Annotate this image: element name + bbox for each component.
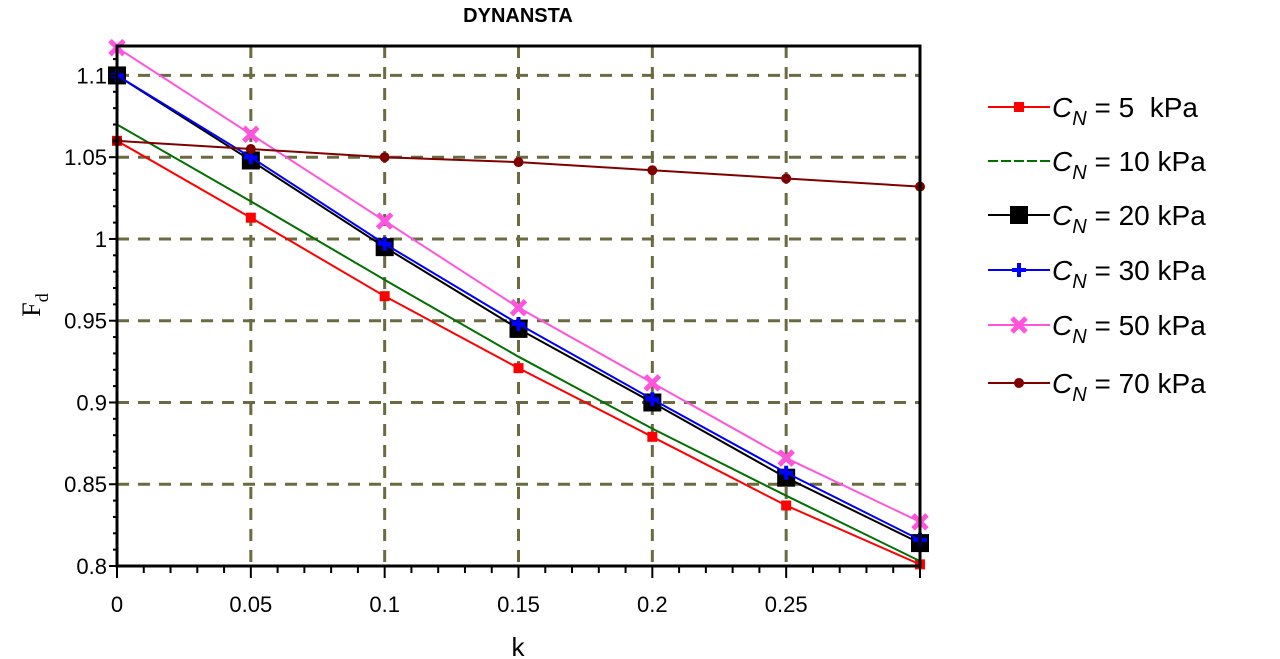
legend-label: CN = 10 kPa bbox=[1052, 146, 1206, 184]
marker-plus bbox=[1012, 263, 1026, 277]
legend-label-rest: = 70 kPa bbox=[1087, 368, 1207, 399]
x-tick-label: 0.05 bbox=[229, 592, 272, 617]
marker-circle bbox=[1014, 378, 1024, 388]
legend-label-rest: = 20 kPa bbox=[1087, 200, 1207, 231]
series-10kpa bbox=[116, 123, 921, 562]
legend-label-c: C bbox=[1052, 310, 1073, 341]
x-axis-label: k bbox=[512, 632, 526, 659]
marker-circle bbox=[781, 173, 792, 184]
legend-item: CN = 20 kPa bbox=[988, 200, 1206, 238]
y-axis-label-main: F bbox=[17, 302, 46, 316]
legend-label-rest: = 10 kPa bbox=[1087, 146, 1207, 177]
marker-plus bbox=[511, 316, 526, 331]
marker-square bbox=[647, 431, 658, 442]
legend-label-sub: N bbox=[1072, 162, 1087, 184]
y-tick-label: 0.95 bbox=[64, 309, 107, 334]
marker-x bbox=[509, 298, 528, 317]
legend-item: CN = 10 kPa bbox=[988, 146, 1206, 184]
legend-label: CN = 5 kPa bbox=[1052, 92, 1198, 130]
marker-x bbox=[777, 449, 795, 467]
legend-label: CN = 20 kPa bbox=[1052, 200, 1206, 238]
x-tick-label: 0.25 bbox=[765, 592, 808, 617]
marker-plus bbox=[645, 392, 660, 407]
legend-label-c: C bbox=[1052, 92, 1073, 123]
marker-square bbox=[781, 500, 792, 511]
svg-text:Fd: Fd bbox=[17, 293, 52, 316]
legend-label: CN = 70 kPa bbox=[1052, 368, 1206, 406]
x-tick-label: 0.1 bbox=[369, 592, 400, 617]
legend-label-sub: N bbox=[1072, 271, 1087, 293]
y-tick-label: 1.05 bbox=[64, 145, 107, 170]
marker-x bbox=[643, 374, 662, 392]
legend-label-sub: N bbox=[1072, 326, 1087, 348]
y-tick-label: 0.8 bbox=[76, 554, 107, 579]
marker-x bbox=[1010, 316, 1028, 334]
marker-plus bbox=[377, 236, 392, 251]
marker-circle bbox=[379, 152, 390, 163]
marker-plus bbox=[779, 465, 794, 480]
legend-item: CN = 70 kPa bbox=[988, 368, 1206, 406]
marker-circle bbox=[513, 157, 524, 168]
y-tick-label: 1 bbox=[95, 227, 107, 252]
legend-label-c: C bbox=[1052, 368, 1073, 399]
chart-title: DYNANSTA bbox=[463, 5, 573, 27]
y-axis-label: Fd bbox=[17, 293, 52, 316]
legend-label-c: C bbox=[1052, 255, 1073, 286]
legend-item: CN = 5 kPa bbox=[988, 92, 1198, 130]
y-tick-label: 0.9 bbox=[76, 390, 107, 415]
legend-item: CN = 30 kPa bbox=[988, 255, 1206, 293]
marker-square bbox=[379, 291, 390, 302]
series-70kpa bbox=[112, 135, 925, 192]
axes: 0 0.05 0.1 0.15 0.2 0.25 0.8 0.85 0.9 0.95 1 1.05 1.… bbox=[64, 58, 921, 617]
series-line bbox=[116, 123, 921, 562]
legend-item: CN = 50 kPa bbox=[988, 310, 1206, 348]
marker-x bbox=[375, 212, 394, 230]
marker-x bbox=[242, 125, 260, 144]
marker-square bbox=[245, 212, 256, 223]
marker-square bbox=[1010, 206, 1028, 224]
x-tick-label: 0.2 bbox=[637, 592, 668, 617]
marker-square bbox=[1014, 102, 1024, 112]
marker-square bbox=[513, 363, 524, 374]
legend-label-sub: N bbox=[1072, 108, 1087, 130]
y-tick-label: 0.85 bbox=[64, 472, 107, 497]
marker-circle bbox=[647, 165, 658, 176]
x-tick-label: 0.15 bbox=[497, 592, 540, 617]
legend-label: CN = 30 kPa bbox=[1052, 255, 1206, 293]
legend-label-sub: N bbox=[1072, 216, 1087, 238]
legend-label-c: C bbox=[1052, 146, 1073, 177]
y-tick-label: 1.1 bbox=[76, 63, 107, 88]
x-tick-label: 0 bbox=[111, 592, 123, 617]
y-axis-label-sub: d bbox=[32, 293, 52, 302]
legend-label-c: C bbox=[1052, 200, 1073, 231]
legend-label-sub: N bbox=[1072, 384, 1087, 406]
legend-label: CN = 50 kPa bbox=[1052, 310, 1206, 348]
marker-circle bbox=[245, 144, 256, 155]
legend-label-rest: = 5 kPa bbox=[1087, 92, 1199, 123]
legend-label-rest: = 50 kPa bbox=[1087, 310, 1207, 341]
legend-label-rest: = 30 kPa bbox=[1087, 255, 1207, 286]
